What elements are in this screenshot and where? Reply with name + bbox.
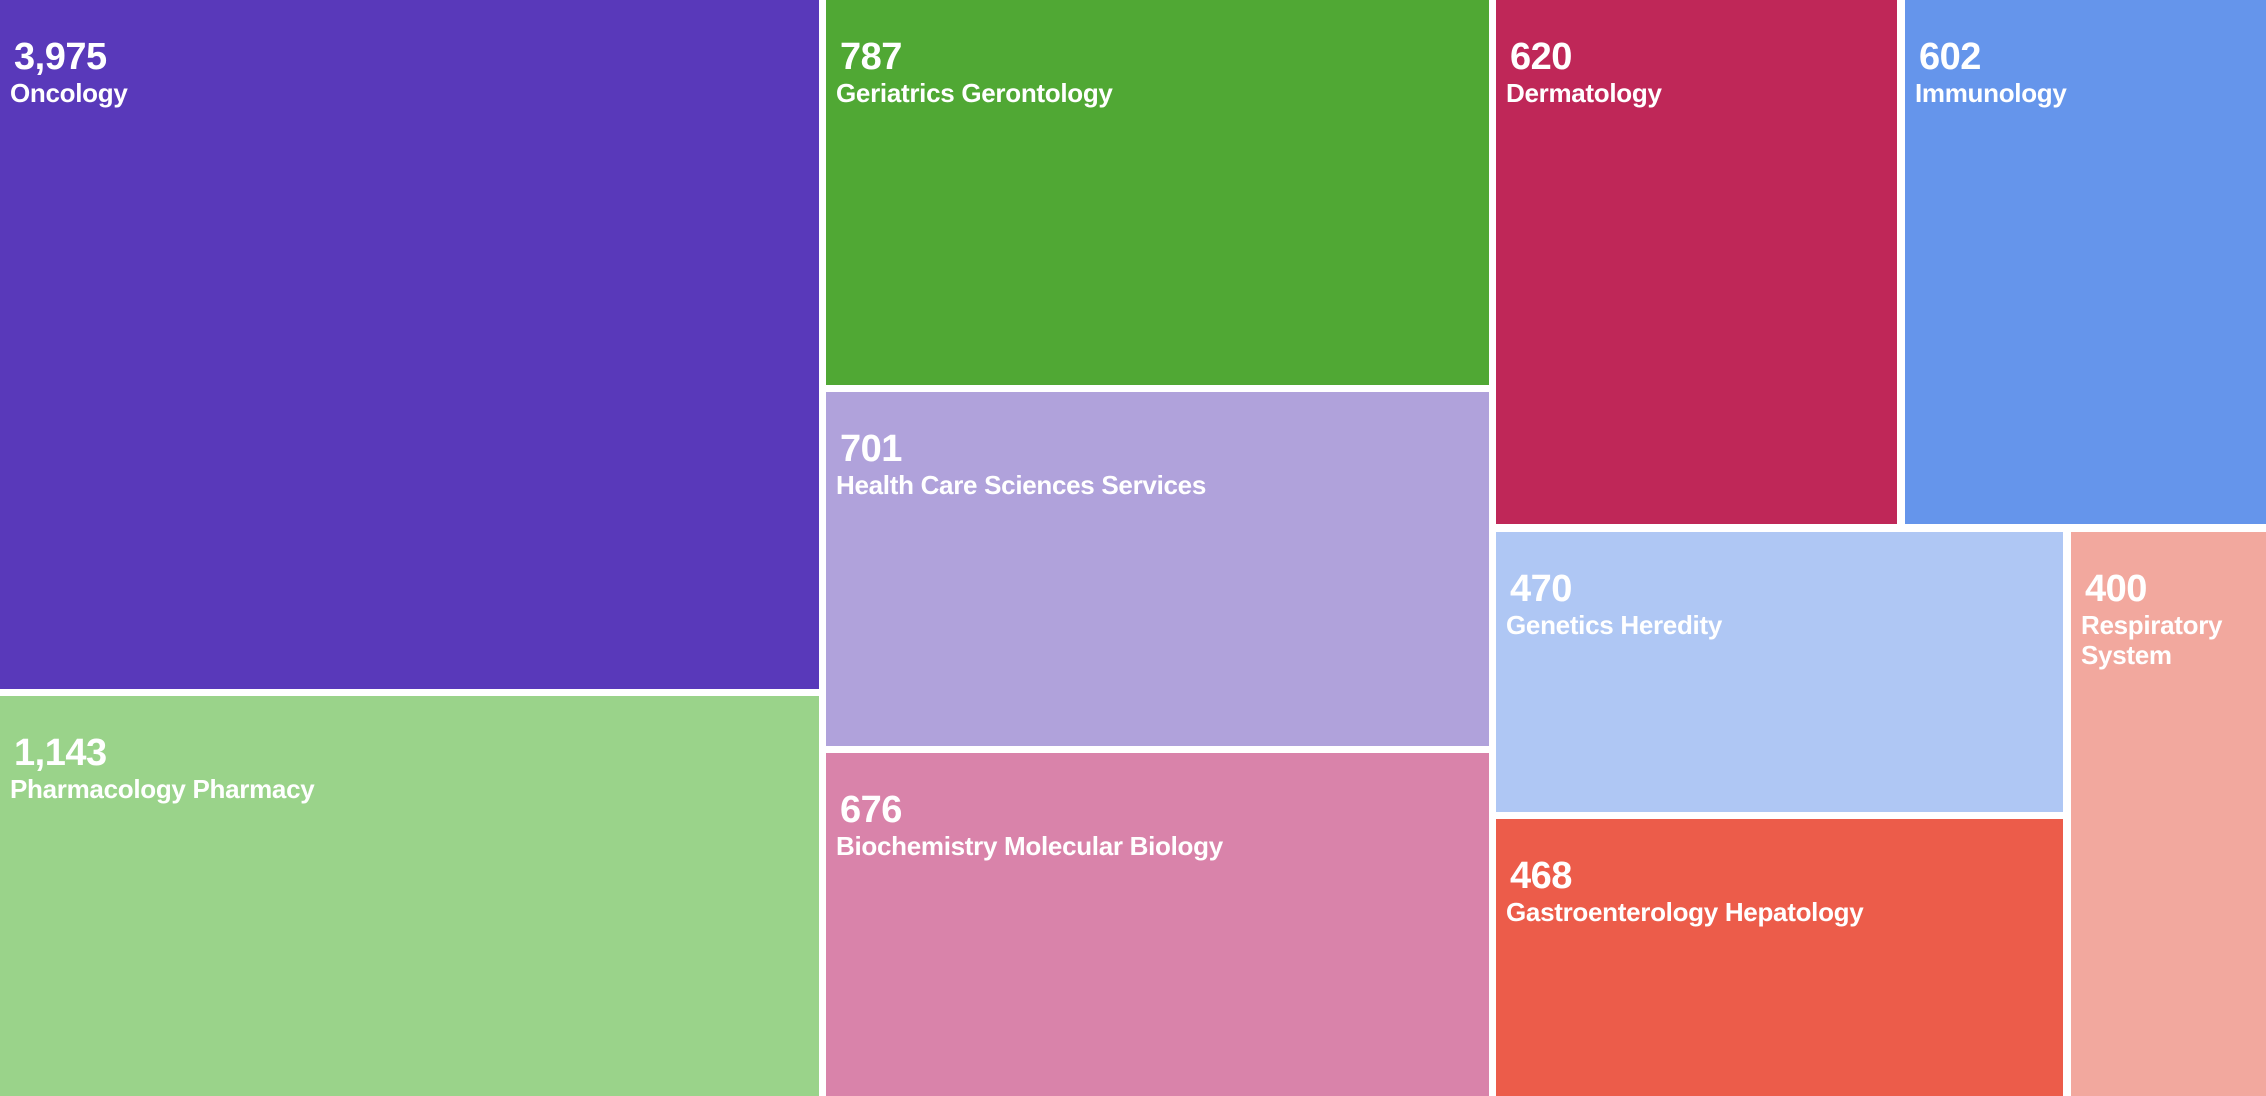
tile-gastroenterology-hepatology[interactable]: 468 Gastroenterology Hepatology bbox=[1496, 819, 2063, 1096]
tile-value: 468 bbox=[1510, 855, 1572, 897]
tile-label: Geriatrics Gerontology bbox=[836, 78, 1113, 108]
tile-oncology[interactable]: 3,975 Oncology bbox=[0, 0, 819, 689]
tile-value: 1,143 bbox=[14, 732, 107, 774]
tile-geriatrics-gerontology[interactable]: 787 Geriatrics Gerontology bbox=[826, 0, 1489, 385]
tile-respiratory-system[interactable]: 400 Respiratory System bbox=[2071, 532, 2266, 1096]
tile-value: 676 bbox=[840, 789, 902, 831]
tile-label: Dermatology bbox=[1506, 78, 1662, 108]
tile-value: 602 bbox=[1919, 36, 1981, 78]
tile-label: Immunology bbox=[1915, 78, 2067, 108]
tile-biochemistry-molecular-biology[interactable]: 676 Biochemistry Molecular Biology bbox=[826, 753, 1489, 1096]
tile-value: 620 bbox=[1510, 36, 1572, 78]
tile-value: 400 bbox=[2085, 568, 2147, 610]
tile-immunology[interactable]: 602 Immunology bbox=[1905, 0, 2266, 524]
tile-label: Biochemistry Molecular Biology bbox=[836, 831, 1223, 861]
tile-genetics-heredity[interactable]: 470 Genetics Heredity bbox=[1496, 532, 2063, 812]
tile-value: 701 bbox=[840, 428, 902, 470]
tile-label: Health Care Sciences Services bbox=[836, 470, 1206, 500]
tile-label: Oncology bbox=[10, 78, 128, 108]
tile-value: 787 bbox=[840, 36, 902, 78]
tile-label: Genetics Heredity bbox=[1506, 610, 1722, 640]
tile-value: 3,975 bbox=[14, 36, 107, 78]
tile-dermatology[interactable]: 620 Dermatology bbox=[1496, 0, 1897, 524]
tile-value: 470 bbox=[1510, 568, 1572, 610]
tile-label: Gastroenterology Hepatology bbox=[1506, 897, 1864, 927]
tile-label: Pharmacology Pharmacy bbox=[10, 774, 315, 804]
tile-label: Respiratory System bbox=[2081, 610, 2223, 670]
tile-health-care-sciences-services[interactable]: 701 Health Care Sciences Services bbox=[826, 392, 1489, 746]
tile-pharmacology-pharmacy[interactable]: 1,143 Pharmacology Pharmacy bbox=[0, 696, 819, 1096]
